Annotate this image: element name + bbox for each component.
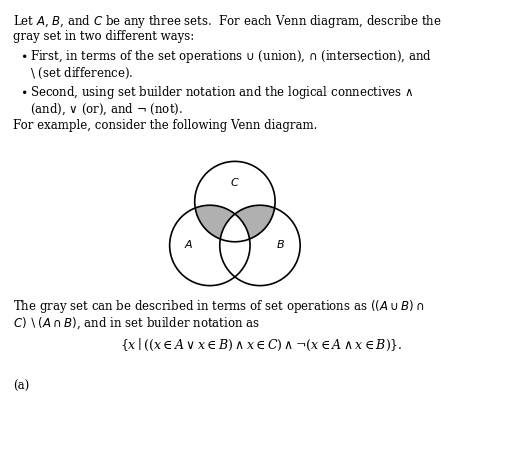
Text: Let $A$, $B$, and $C$ be any three sets.  For each Venn diagram, describe the: Let $A$, $B$, and $C$ be any three sets.… [13, 13, 442, 30]
Text: (a): (a) [13, 379, 29, 392]
Text: (and), $\vee$ (or), and $\neg$ (not).: (and), $\vee$ (or), and $\neg$ (not). [30, 101, 183, 117]
Text: Second, using set builder notation and the logical connectives $\wedge$: Second, using set builder notation and t… [30, 84, 414, 101]
Text: $\{x \mid ((x \in A \vee x \in B) \wedge x \in C) \wedge \neg(x \in A \wedge x \: $\{x \mid ((x \in A \vee x \in B) \wedge… [120, 337, 402, 353]
Text: $C$: $C$ [230, 175, 240, 187]
Text: $A$: $A$ [184, 238, 194, 250]
Text: For example, consider the following Venn diagram.: For example, consider the following Venn… [13, 119, 317, 132]
Circle shape [170, 206, 250, 286]
Text: The gray set can be described in terms of set operations as $((A \cup B) \cap$: The gray set can be described in terms o… [13, 297, 424, 314]
Text: $C) \setminus (A \cap B)$, and in set builder notation as: $C) \setminus (A \cap B)$, and in set bu… [13, 314, 260, 330]
Text: $\bullet$: $\bullet$ [20, 84, 27, 97]
Circle shape [195, 162, 275, 242]
Text: $\bullet$: $\bullet$ [20, 48, 27, 61]
Circle shape [220, 206, 300, 286]
Text: $\backslash$ (set difference).: $\backslash$ (set difference). [30, 66, 134, 81]
Text: $B$: $B$ [276, 238, 286, 250]
Text: First, in terms of the set operations $\cup$ (union), $\cap$ (intersection), and: First, in terms of the set operations $\… [30, 48, 432, 66]
Text: gray set in two different ways:: gray set in two different ways: [13, 30, 194, 43]
